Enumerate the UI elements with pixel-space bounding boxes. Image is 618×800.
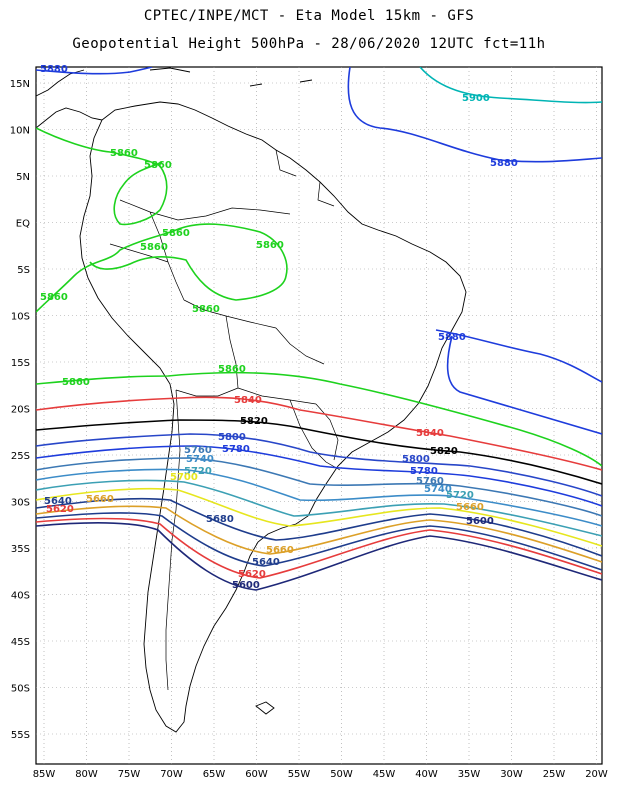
longitude-tick-label: 25W (543, 769, 566, 780)
caribbean-islands (149, 67, 313, 87)
contour-label: 5860 (144, 160, 172, 171)
contour-5880-topleft (36, 67, 153, 75)
contour-5840 (36, 396, 602, 471)
contour-lines (36, 67, 602, 591)
contour-label: 5600 (466, 516, 494, 527)
contour-label: 5840 (234, 395, 262, 406)
latitude-tick-label: 20S (11, 405, 30, 416)
contour-label: 5820 (240, 416, 268, 427)
latitude-tick-label: 35S (11, 544, 30, 555)
longitude-tick-label: 45W (373, 769, 396, 780)
contour-label: 5880 (40, 64, 68, 75)
longitude-tick-label: 30W (500, 769, 523, 780)
contour-5780 (36, 445, 602, 507)
longitude-tick-label: 50W (330, 769, 353, 780)
latitude-tick-label: 5S (17, 265, 30, 276)
contour-5740 (36, 468, 602, 527)
contour-5600 (36, 521, 602, 591)
contour-label: 5860 (218, 364, 246, 375)
contour-label: 5860 (256, 240, 284, 251)
latitude-tick-label: EQ (16, 219, 30, 230)
longitude-tick-label: 80W (75, 769, 98, 780)
latitude-tick-label: 5N (16, 172, 30, 183)
map-frame (35, 66, 603, 765)
contour-label: 5780 (410, 466, 438, 477)
latitude-tick-label: 55S (11, 730, 30, 741)
contour-label: 5840 (416, 428, 444, 439)
contour-5880-east (435, 329, 602, 435)
contour-label: 5800 (402, 454, 430, 465)
latitude-tick-label: 10N (10, 126, 30, 137)
latitude-tick-label: 10S (11, 312, 30, 323)
contour-label: 5620 (238, 569, 266, 580)
longitude-tick-label: 70W (160, 769, 183, 780)
border-lines (109, 149, 341, 691)
latitude-tick-label: 40S (11, 591, 30, 602)
latitude-tick-label: 15N (10, 79, 30, 90)
contour-label: 5860 (140, 242, 168, 253)
contour-label: 5720 (184, 466, 212, 477)
latitude-tick-label: 30S (11, 498, 30, 509)
longitude-tick-label: 60W (245, 769, 268, 780)
contour-label: 5860 (62, 377, 90, 388)
contour-label: 5600 (232, 580, 260, 591)
contour-5880-north (347, 67, 602, 163)
contour-5820 (36, 419, 602, 485)
longitude-axis: 85W 80W 75W 70W 65W 60W 55W 50W 45W 40W 35W 30W 25W 2… (33, 769, 608, 780)
contour-5900 (419, 67, 602, 104)
contour-label: 5680 (206, 514, 234, 525)
latitude-tick-label: 15S (11, 358, 30, 369)
contour-5860-amazon (36, 223, 288, 313)
longitude-tick-label: 65W (203, 769, 226, 780)
longitude-tick-label: 35W (458, 769, 481, 780)
contour-label: 5660 (266, 545, 294, 556)
contour-5720 (36, 479, 602, 537)
contour-5800 (36, 433, 602, 497)
contour-label: 5860 (40, 292, 68, 303)
longitude-tick-label: 85W (33, 769, 56, 780)
contour-labels: 5900 5880 5880 5880 5860 5860 5860 5860 … (40, 64, 518, 591)
contour-5640 (36, 512, 602, 571)
latitude-tick-label: 25S (11, 451, 30, 462)
contour-5660 (36, 505, 602, 563)
contour-label: 5860 (110, 148, 138, 159)
contour-label: 5660 (86, 494, 114, 505)
contour-label: 5700 (170, 472, 198, 483)
contour-5680 (36, 497, 602, 557)
longitude-tick-label: 75W (118, 769, 141, 780)
chart-title: CPTEC/INPE/MCT - Eta Model 15km - GFS (143, 8, 475, 24)
contour-label: 5640 (44, 496, 72, 507)
contour-5620 (36, 517, 602, 579)
country-borders (109, 149, 341, 691)
falkland-islands (255, 701, 275, 715)
chart-subtitle: Geopotential Height 500hPa - 28/06/2020 … (72, 36, 546, 52)
latitude-tick-label: 45S (11, 637, 30, 648)
contour-label: 5780 (222, 444, 250, 455)
longitude-tick-label: 55W (288, 769, 311, 780)
contour-5760 (36, 457, 602, 517)
contour-5700 (36, 487, 602, 547)
contour-label: 5720 (446, 490, 474, 501)
longitude-tick-label: 20W (585, 769, 608, 780)
contour-label: 5660 (456, 502, 484, 513)
contour-label: 5740 (424, 484, 452, 495)
contour-label: 5880 (438, 332, 466, 343)
contour-label: 5740 (186, 454, 214, 465)
contour-label: 5760 (416, 476, 444, 487)
contour-label: 5800 (218, 432, 246, 443)
contour-5860-north (36, 127, 168, 226)
contour-label: 5860 (162, 228, 190, 239)
contour-label: 5860 (192, 304, 220, 315)
contour-label: 5640 (252, 557, 280, 568)
latitude-axis: 15N 10N 5N EQ 5S 10S 15S 20S 25S 30S 35S 40S 45S 50S 5… (10, 79, 30, 741)
longitude-tick-label: 40W (415, 769, 438, 780)
contour-label: 5880 (490, 158, 518, 169)
contour-5860-south (36, 371, 602, 467)
contour-label: 5900 (462, 93, 490, 104)
contour-label: 5820 (430, 446, 458, 457)
contour-label: 5620 (46, 504, 74, 515)
contour-label: 5760 (184, 445, 212, 456)
latitude-tick-label: 50S (11, 684, 30, 695)
